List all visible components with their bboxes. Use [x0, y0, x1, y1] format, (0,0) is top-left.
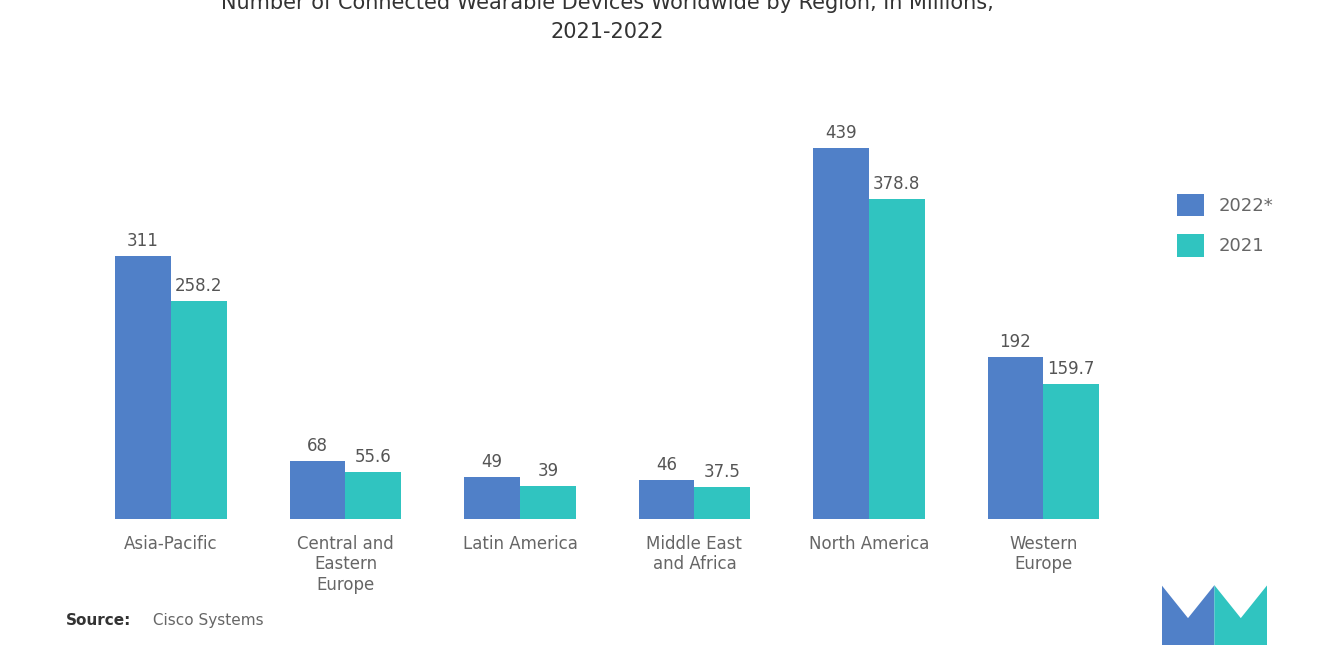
- Bar: [694, 487, 750, 519]
- Text: 192: 192: [999, 332, 1031, 350]
- Text: 311: 311: [127, 232, 158, 250]
- Text: 39: 39: [537, 462, 558, 480]
- Text: 49: 49: [482, 454, 503, 471]
- Text: 46: 46: [656, 456, 677, 474]
- Bar: [813, 148, 869, 519]
- Bar: [115, 256, 172, 519]
- Legend: 2022*, 2021: 2022*, 2021: [1168, 186, 1283, 265]
- Text: 37.5: 37.5: [704, 463, 741, 481]
- Polygon shape: [1214, 585, 1267, 645]
- Bar: [869, 199, 925, 519]
- Bar: [465, 477, 520, 519]
- Bar: [987, 356, 1043, 519]
- Text: 159.7: 159.7: [1048, 360, 1096, 378]
- Bar: [639, 480, 694, 519]
- Title: Number of Connected Wearable Devices Worldwide by Region, In Millions,
2021-2022: Number of Connected Wearable Devices Wor…: [220, 0, 994, 42]
- Text: Source:: Source:: [66, 613, 132, 628]
- Text: 55.6: 55.6: [355, 448, 392, 466]
- Bar: [520, 485, 576, 519]
- Polygon shape: [1162, 585, 1214, 645]
- Bar: [172, 301, 227, 519]
- Text: 439: 439: [825, 124, 857, 142]
- Text: 378.8: 378.8: [873, 175, 920, 193]
- Text: 68: 68: [308, 438, 329, 456]
- Bar: [346, 471, 401, 519]
- Text: Cisco Systems: Cisco Systems: [148, 613, 264, 628]
- Bar: [1043, 384, 1100, 519]
- Text: 258.2: 258.2: [176, 277, 223, 295]
- Bar: [289, 462, 346, 519]
